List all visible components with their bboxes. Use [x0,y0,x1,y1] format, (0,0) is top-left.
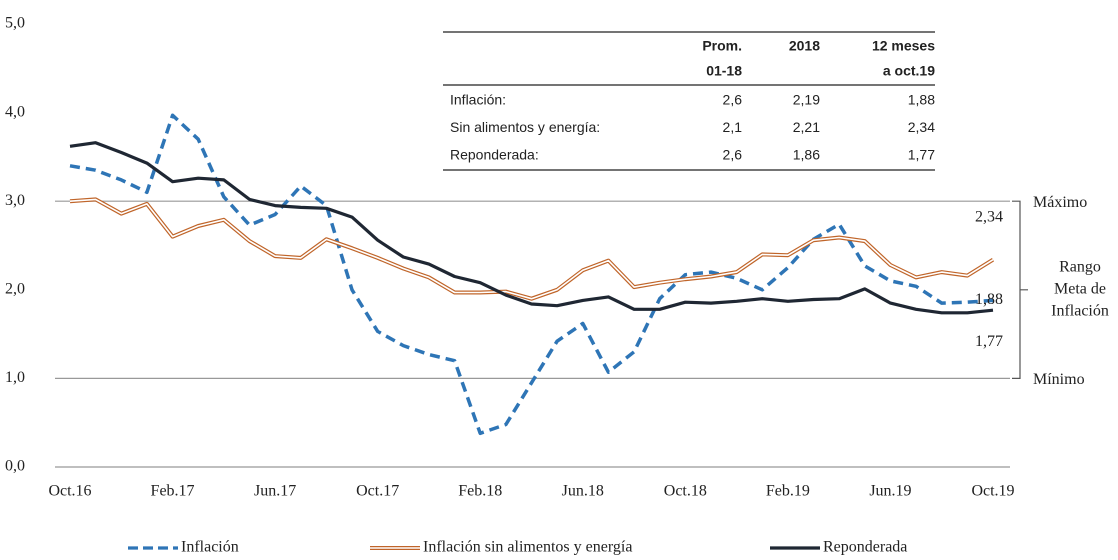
x-tick-label: Feb.19 [766,483,810,500]
data-label: 1,77 [975,333,1003,350]
table-cell: 1,77 [908,147,935,163]
table-header: Prom. [702,38,742,54]
annotation: Inflación [1051,302,1109,319]
series-line [69,141,994,315]
table-cell: Sin alimentos y energía: [450,119,600,135]
table-cell: 2,6 [723,147,743,163]
table-header: 12 meses [872,38,935,54]
annotation: Meta de [1054,280,1106,297]
table-cell: 2,21 [793,119,820,135]
table-cell: Inflación: [450,92,506,108]
table-cell: 2,1 [723,119,743,135]
series-line-inner [69,198,994,300]
data-label: 2,34 [975,208,1003,225]
y-tick-label: 4,0 [5,103,25,120]
x-tick-label: Oct.17 [356,483,399,500]
legend-label: Inflación sin alimentos y energía [423,539,632,556]
table-cell: 2,6 [723,92,743,108]
table-cell: 1,88 [908,92,935,108]
table-cell: 2,19 [793,92,820,108]
table-cell: 1,86 [793,147,820,163]
range-bracket [1012,200,1028,379]
x-tick-label: Oct.18 [664,483,707,500]
y-tick-label: 0,0 [5,458,25,475]
y-tick-label: 2,0 [5,280,25,297]
legend-label: Inflación [181,539,239,556]
x-tick-label: Jun.18 [562,483,604,500]
x-tick-label: Feb.18 [458,483,502,500]
legend-label: Reponderada [823,539,907,556]
annotation: Mínimo [1033,371,1085,388]
x-tick-label: Jun.17 [254,483,296,500]
table-header: a oct.19 [883,63,935,79]
series-line [69,113,994,436]
table-cell: 2,34 [908,119,935,135]
annotation: Máximo [1033,194,1087,211]
y-tick-label: 1,0 [5,369,25,386]
x-tick-label: Oct.19 [971,483,1014,500]
x-tick-label: Feb.17 [151,483,195,500]
annotation: Rango [1059,258,1101,275]
table-header: 2018 [789,38,820,54]
y-tick-label: 3,0 [5,192,25,209]
y-tick-label: 5,0 [5,15,25,32]
table-cell: Reponderada: [450,147,539,163]
x-tick-label: Oct.16 [48,483,91,500]
table-header: 01-18 [706,63,742,79]
series-line [69,197,995,301]
x-tick-label: Jun.19 [869,483,911,500]
data-label: 1,88 [975,291,1003,308]
